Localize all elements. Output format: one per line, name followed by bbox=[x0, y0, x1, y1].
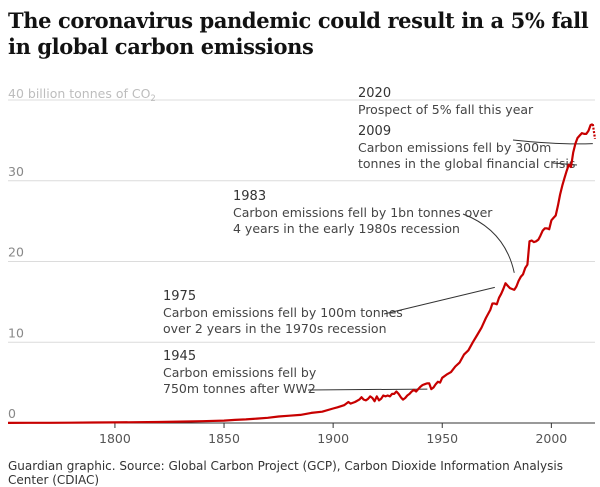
series-layer bbox=[7, 123, 597, 424]
projection-2020-line bbox=[591, 124, 597, 139]
x-tick-label: 1850 bbox=[208, 431, 240, 446]
y-tick-label: 30 bbox=[8, 164, 24, 179]
annotation-text: 4 years in the early 1980s recession bbox=[233, 221, 460, 236]
y-tick-labels: 0 10 20 30 bbox=[8, 164, 24, 421]
annotation-text: Carbon emissions fell by bbox=[163, 365, 317, 380]
annotation-leader bbox=[552, 162, 578, 166]
annotation-text: over 2 years in the 1970s recession bbox=[163, 321, 387, 336]
x-tick-labels: 1800 1850 1900 1950 2000 bbox=[99, 423, 567, 446]
annotation-year: 1975 bbox=[163, 289, 196, 304]
annotation-text: Prospect of 5% fall this year bbox=[358, 102, 534, 117]
x-tick-label: 1950 bbox=[426, 431, 458, 446]
y-tick-label: 10 bbox=[8, 325, 24, 340]
annotation-year: 1983 bbox=[233, 189, 266, 204]
chart-title: The coronavirus pandemic could result in… bbox=[8, 8, 589, 59]
x-tick-label: 2000 bbox=[535, 431, 567, 446]
source-note: Guardian graphic. Source: Global Carbon … bbox=[8, 459, 563, 487]
y-tick-label: 0 bbox=[8, 406, 16, 421]
annotation-leader bbox=[512, 139, 593, 145]
annotation-year: 2009 bbox=[358, 124, 391, 139]
annotation-text: Carbon emissions fell by 300m bbox=[358, 140, 551, 155]
annotation-text: 750m tonnes after WW2 bbox=[163, 381, 316, 396]
annotation-leader bbox=[462, 213, 515, 273]
annotation-year: 1945 bbox=[163, 349, 196, 364]
y-axis-label: 40 billion tonnes of CO2 bbox=[8, 86, 156, 104]
y-tick-label: 20 bbox=[8, 245, 24, 260]
emissions-line bbox=[7, 123, 594, 424]
annotation-text: Carbon emissions fell by 1bn tonnes over bbox=[233, 205, 493, 220]
x-tick-label: 1800 bbox=[99, 431, 131, 446]
annotation-leader bbox=[383, 286, 495, 315]
annotation-leader bbox=[307, 388, 428, 391]
y-axis-label-main: 40 billion tonnes of CO bbox=[8, 86, 151, 101]
x-tick-label: 1900 bbox=[317, 431, 349, 446]
annotation-text: Carbon emissions fell by 100m tonnes bbox=[163, 305, 403, 320]
annotation-text: tonnes in the global financial crisis bbox=[358, 156, 575, 171]
y-axis-label-subscript: 2 bbox=[150, 94, 155, 104]
annotation-year: 2020 bbox=[358, 86, 391, 101]
